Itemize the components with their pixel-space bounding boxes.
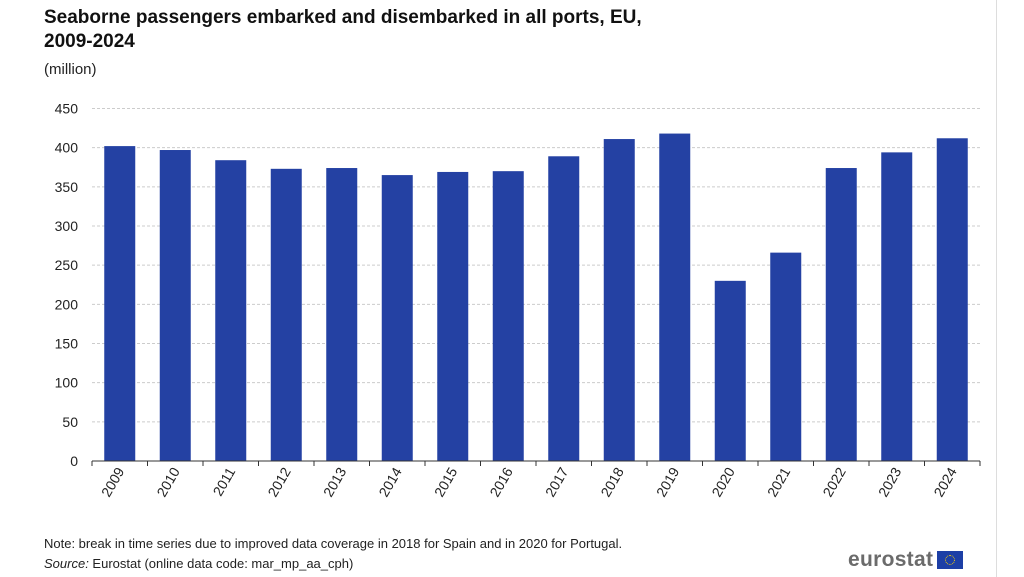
y-tick-label: 400 (55, 140, 79, 156)
x-tick-label: 2009 (98, 464, 128, 499)
y-tick-label: 250 (55, 257, 79, 273)
x-tick-label: 2012 (264, 464, 294, 499)
title-line-1: Seaborne passengers embarked and disemba… (44, 7, 642, 28)
chart-frame (28, 0, 997, 577)
bar-2011 (215, 160, 247, 461)
y-tick-label: 0 (70, 453, 78, 469)
bar-2012 (270, 168, 302, 462)
x-tick-label: 2024 (930, 464, 960, 499)
bar-2023 (881, 152, 913, 461)
y-tick-label: 50 (62, 414, 78, 430)
bar-2009 (104, 146, 136, 461)
x-tick-label: 2010 (153, 464, 183, 499)
x-tick-label: 2018 (597, 464, 627, 499)
bar-2018 (603, 139, 635, 462)
bar-2010 (159, 150, 191, 461)
source-label: Source: (44, 556, 89, 571)
title-line-2: 2009-2024 (44, 31, 135, 52)
y-tick-label: 450 (55, 101, 79, 117)
x-tick-label: 2022 (819, 464, 849, 499)
x-tick-label: 2011 (209, 464, 238, 498)
y-tick-label: 200 (55, 296, 79, 312)
bar-2022 (825, 168, 857, 462)
x-tick-label: 2021 (764, 464, 794, 499)
x-tick-label: 2016 (486, 464, 516, 499)
y-tick-label: 100 (55, 375, 79, 391)
source-text: Eurostat (online data code: mar_mp_aa_cp… (88, 556, 354, 571)
x-tick-label: 2013 (320, 464, 350, 499)
chart-title: Seaborne passengers embarked and disemba… (44, 6, 804, 54)
y-tick-label: 150 (55, 336, 79, 352)
x-tick-label: 2020 (708, 464, 738, 499)
y-tick-label: 350 (55, 179, 79, 195)
bar-2021 (770, 252, 802, 461)
eu-flag-icon (937, 551, 964, 569)
y-tick-label: 300 (55, 218, 79, 234)
bar-2013 (326, 168, 358, 462)
source-line: Source: Eurostat (online data code: mar_… (44, 556, 353, 571)
x-tick-label: 2023 (875, 464, 905, 499)
bar-2019 (659, 133, 691, 462)
bar-2016 (492, 171, 524, 461)
bar-2020 (714, 280, 746, 461)
bar-2024 (936, 138, 968, 461)
logo-text: eurostat (848, 548, 934, 571)
footnote: Note: break in time series due to improv… (44, 536, 623, 551)
eurostat-logo: eurostat (848, 548, 964, 572)
bar-2017 (548, 156, 580, 462)
x-tick-label: 2017 (542, 464, 572, 499)
chart-subtitle: (million) (44, 61, 97, 78)
x-tick-label: 2014 (375, 464, 405, 499)
bar-2015 (437, 171, 469, 461)
bar-2014 (381, 175, 413, 462)
x-tick-label: 2015 (431, 464, 461, 499)
x-tick-label: 2019 (653, 464, 683, 499)
